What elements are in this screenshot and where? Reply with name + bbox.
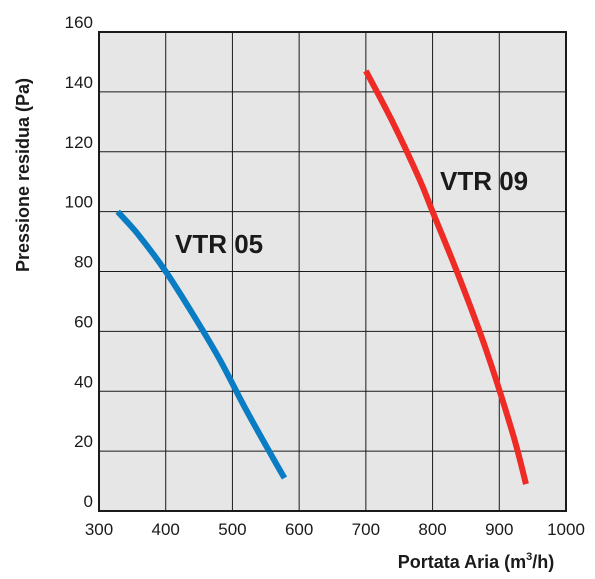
- y-tick-labels: 0 20 40 60 80 100 120 140 160: [65, 13, 93, 511]
- y-tick-label: 120: [65, 133, 93, 152]
- x-tick-labels: 300 400 500 600 700 800 900 1000: [85, 520, 585, 539]
- x-tick-label: 300: [85, 520, 113, 539]
- x-axis-title: Portata Aria (m3/h): [398, 551, 555, 572]
- y-tick-label: 60: [74, 312, 93, 331]
- x-tick-label: 900: [485, 520, 513, 539]
- y-tick-label: 140: [65, 73, 93, 92]
- y-tick-label: 160: [65, 13, 93, 32]
- x-tick-label: 1000: [547, 520, 585, 539]
- x-tick-label: 600: [285, 520, 313, 539]
- series-label-vtr-05: VTR 05: [175, 229, 263, 259]
- y-tick-label: 0: [84, 492, 93, 511]
- series-line-vtr-05: [115, 209, 288, 480]
- y-axis-title: Pressione residua (Pa): [13, 78, 33, 272]
- x-tick-label: 800: [418, 520, 446, 539]
- plot-frame: [98, 31, 567, 512]
- series-labels: VTR 05 VTR 09: [175, 166, 528, 259]
- x-tick-label: 700: [352, 520, 380, 539]
- y-tick-label: 100: [65, 193, 93, 212]
- series-lines: [115, 69, 529, 485]
- y-tick-label: 80: [74, 253, 93, 272]
- series-label-vtr-09: VTR 09: [440, 166, 528, 196]
- y-tick-label: 40: [74, 372, 93, 391]
- y-tick-label: 20: [74, 432, 93, 451]
- x-tick-label: 400: [152, 520, 180, 539]
- series-line-vtr-09: [363, 69, 529, 485]
- x-tick-label: 500: [218, 520, 246, 539]
